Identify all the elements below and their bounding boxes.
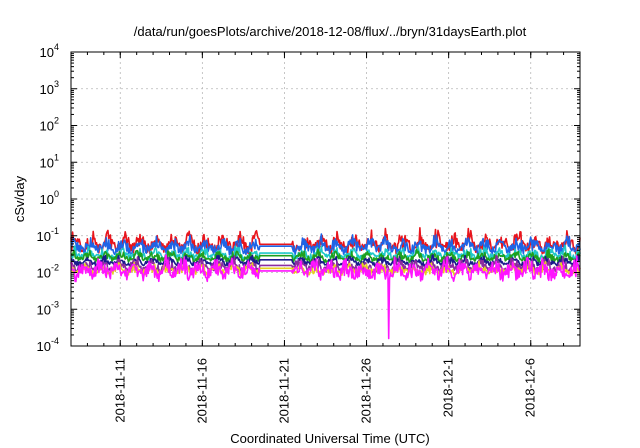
y-tick-label: 10-2 [37, 263, 59, 281]
y-tick-label: 10-4 [37, 336, 59, 354]
x-tick-label: 2018-11-16 [194, 358, 209, 424]
x-tick-label: 2018-11-21 [276, 358, 291, 424]
series-group [70, 227, 581, 340]
x-tick-label: 2018-12-1 [441, 358, 456, 417]
y-tick-label: 10-1 [37, 226, 59, 244]
y-tick-label: 100 [40, 189, 59, 207]
x-axis: 2018-11-11 2018-11-16 2018-11-21 2018-11-26… [86, 52, 565, 424]
y-tick-label: 104 [40, 42, 59, 60]
series-line-magenta [70, 254, 581, 340]
x-axis-label: Coordinated Universal Time (UTC) [230, 431, 429, 446]
grid [71, 52, 580, 346]
x-tick-label: 2018-11-26 [359, 358, 374, 424]
series-line-blue [70, 233, 581, 256]
y-tick-label: 102 [40, 116, 59, 134]
series-line-green [70, 248, 581, 264]
y-tick-label: 103 [40, 79, 59, 97]
chart-title: /data/run/goesPlots/archive/2018-12-08/f… [134, 24, 527, 39]
y-tick-label: 101 [40, 152, 59, 170]
x-tick-label: 2018-11-11 [112, 358, 127, 423]
x-tick-label: 2018-12-6 [523, 358, 538, 417]
y-axis-label: cSv/day [12, 175, 27, 222]
y-tick-label: 10-3 [37, 299, 59, 317]
y-axis: 10-4 10-3 10-2 10-1 100 101 102 103 104 [37, 42, 580, 354]
